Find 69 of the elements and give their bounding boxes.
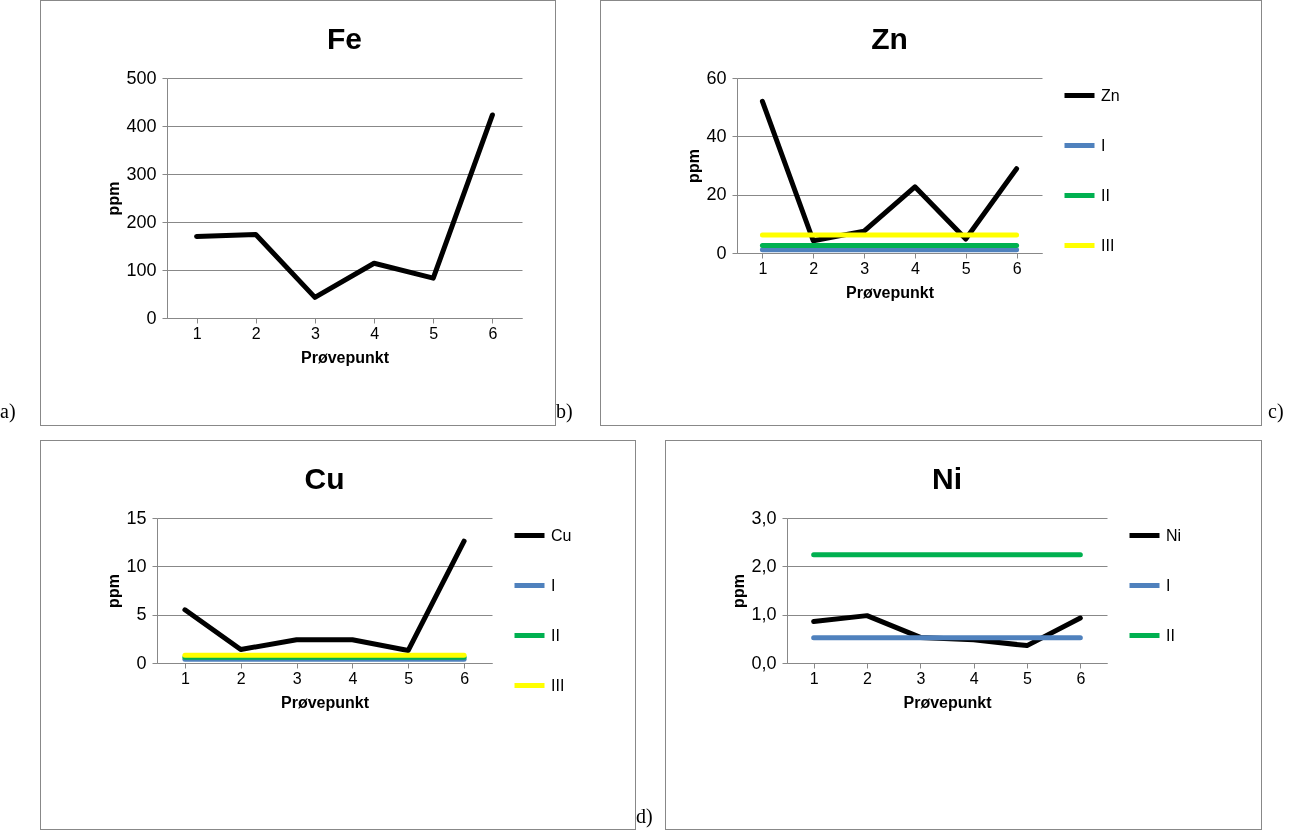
y-tick-label: 60: [706, 67, 727, 88]
x-tick-label: 1: [180, 669, 190, 687]
x-tick-label: 3: [916, 669, 926, 687]
x-tick-label: 4: [910, 259, 920, 277]
y-tick-label: 15: [126, 507, 147, 528]
legend-label: III: [1101, 236, 1115, 254]
x-tick-label: 3: [292, 669, 302, 687]
x-tick-label: 3: [860, 259, 870, 277]
x-axis-title: Prøvepunkt: [300, 348, 390, 366]
text: c): [1268, 400, 1284, 423]
x-axis-title: Prøvepunkt: [845, 283, 935, 301]
legend-label: Ni: [1166, 526, 1182, 544]
y-tick-label: 500: [126, 67, 157, 88]
x-tick-label: 6: [1076, 669, 1086, 687]
y-tick-label: 0,0: [751, 652, 777, 673]
legend-label: II: [1166, 626, 1175, 644]
legend-label: I: [551, 576, 556, 594]
y-tick-label: 20: [706, 184, 727, 205]
y-axis-title: ppm: [105, 574, 123, 608]
x-tick-label: 2: [809, 259, 819, 277]
y-tick-label: 2,0: [751, 555, 777, 576]
x-tick-label: 4: [370, 324, 380, 342]
legend-label: II: [1101, 186, 1110, 204]
legend-label: I: [1166, 576, 1171, 594]
text: a): [0, 400, 16, 423]
text: b): [556, 400, 573, 423]
x-axis-title: Prøvepunkt: [903, 693, 993, 711]
y-tick-label: 0: [136, 652, 147, 673]
x-tick-label: 6: [488, 324, 498, 342]
chart-title: Fe: [326, 22, 363, 55]
y-tick-label: 0: [146, 307, 157, 328]
x-tick-label: 5: [429, 324, 439, 342]
y-tick-label: 1,0: [751, 604, 777, 625]
x-tick-label: 4: [969, 669, 979, 687]
x-tick-label: 1: [192, 324, 202, 342]
y-tick-label: 200: [126, 211, 157, 232]
y-tick-label: 100: [126, 259, 157, 280]
x-tick-label: 1: [758, 259, 768, 277]
y-tick-label: 0: [716, 242, 727, 263]
x-tick-label: 2: [251, 324, 261, 342]
y-axis-title: ppm: [685, 149, 703, 183]
x-tick-label: 6: [1012, 259, 1022, 277]
x-axis-title: Prøvepunkt: [280, 693, 370, 711]
x-tick-label: 6: [460, 669, 470, 687]
x-tick-label: 4: [348, 669, 358, 687]
y-tick-label: 5: [136, 604, 147, 625]
x-tick-label: 5: [961, 259, 971, 277]
legend-label: Zn: [1101, 86, 1120, 104]
text: d): [636, 805, 653, 828]
x-tick-label: 1: [809, 669, 819, 687]
x-tick-label: 5: [1023, 669, 1033, 687]
y-tick-label: 400: [126, 115, 157, 136]
y-tick-label: 10: [126, 555, 147, 576]
x-tick-label: 5: [404, 669, 414, 687]
chart-title: Cu: [304, 462, 345, 495]
y-axis-title: ppm: [105, 181, 123, 216]
x-tick-label: 3: [310, 324, 320, 342]
y-tick-label: 40: [706, 125, 727, 146]
legend-label: Cu: [551, 526, 572, 544]
chart-title: Ni: [932, 462, 962, 495]
x-tick-label: 2: [863, 669, 873, 687]
y-tick-label: 300: [126, 163, 157, 184]
y-axis-title: ppm: [730, 574, 748, 608]
chart-title: Zn: [871, 22, 908, 55]
y-tick-label: 3,0: [751, 507, 777, 528]
legend-label: I: [1101, 136, 1106, 154]
legend-label: III: [551, 676, 565, 694]
x-tick-label: 2: [236, 669, 246, 687]
legend-label: II: [551, 626, 560, 644]
